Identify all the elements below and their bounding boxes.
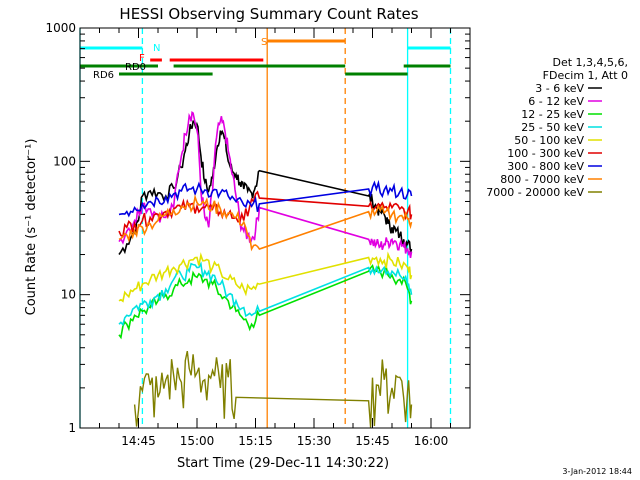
y-tick-label: 1 xyxy=(68,421,76,435)
chart-title: HESSI Observing Summary Count Rates xyxy=(119,5,418,23)
flag-label-f: F xyxy=(139,53,145,64)
flag-label-s: S xyxy=(261,37,267,48)
flag-label-rd0: RD0 xyxy=(125,62,146,73)
y-tick-label: 10 xyxy=(61,288,76,302)
series-line-5 xyxy=(118,190,413,238)
legend-label: 25 - 50 keV xyxy=(521,121,584,134)
y-axis-label: Count Rate (s⁻¹ detector⁻¹) xyxy=(24,139,39,316)
flag-label-rd6: RD6 xyxy=(93,70,114,81)
legend-label: 800 - 7000 keV xyxy=(500,173,584,186)
legend-label: 6 - 12 keV xyxy=(528,95,584,108)
legend-label: 50 - 100 keV xyxy=(514,134,584,147)
legend-label: 300 - 800 keV xyxy=(507,160,584,173)
legend-header: Det 1,3,4,5,6, xyxy=(552,56,628,69)
x-tick-label: 14:45 xyxy=(121,434,156,448)
x-axis-label: Start Time (29-Dec-11 14:30:22) xyxy=(177,456,389,471)
series-line-1 xyxy=(118,110,413,259)
series-line-4 xyxy=(118,251,413,303)
x-tick-label: 15:15 xyxy=(238,434,273,448)
series-line-6 xyxy=(118,179,413,218)
legend-header: FDecim 1, Att 0 xyxy=(543,69,628,82)
legend-label: 12 - 25 keV xyxy=(521,108,584,121)
series-line-3 xyxy=(118,261,413,327)
x-tick-label: 15:00 xyxy=(180,434,215,448)
legend-label: 7000 - 20000 keV xyxy=(486,186,584,199)
y-tick-label: 100 xyxy=(53,154,76,168)
legend: Det 1,3,4,5,6,FDecim 1, Att 03 - 6 keV6 … xyxy=(486,56,628,199)
series-line-7 xyxy=(118,194,413,252)
x-tick-label: 15:45 xyxy=(355,434,390,448)
series-line-0 xyxy=(118,120,413,255)
timestamp: 3-Jan-2012 18:44 xyxy=(562,467,632,476)
series-line-8 xyxy=(133,350,413,428)
legend-label: 100 - 300 keV xyxy=(507,147,584,160)
x-tick-label: 15:30 xyxy=(297,434,332,448)
series-line-2 xyxy=(118,263,413,340)
legend-label: 3 - 6 keV xyxy=(535,82,584,95)
x-tick-label: 16:00 xyxy=(414,434,449,448)
flag-label-n: N xyxy=(153,43,160,54)
y-tick-label: 1000 xyxy=(45,21,76,35)
